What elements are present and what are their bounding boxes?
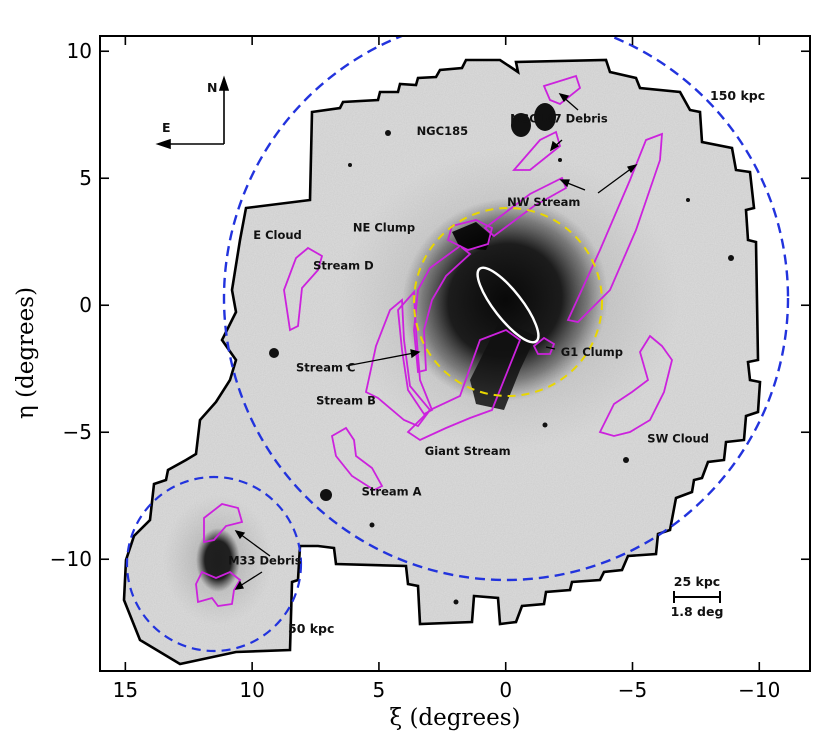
annotation-label: NGC147 Debris xyxy=(510,111,608,125)
contour-nw-stream-long xyxy=(566,132,664,323)
x-tick-label: 10 xyxy=(239,678,264,702)
x-tick-label: 15 xyxy=(113,678,138,702)
annotation-label: NE Clump xyxy=(353,221,415,235)
contour-ngc147-debris xyxy=(542,74,582,106)
annotation-label: Giant Stream xyxy=(425,444,511,458)
x-axis: 15 10 5 0 −5 −10 xyxy=(113,36,780,702)
annotation-label: Stream D xyxy=(313,259,374,273)
point-sources xyxy=(269,103,734,605)
annotation-label: Stream A xyxy=(362,485,422,499)
y-tick-label: 10 xyxy=(67,39,92,63)
annotation-label: Stream B xyxy=(316,393,376,407)
contour-stream-b xyxy=(364,298,432,428)
annotation-label: NGC185 xyxy=(417,124,469,138)
x-tick-label: 5 xyxy=(373,678,386,702)
contour-giant-stream xyxy=(406,328,522,442)
m31-disk-ellipse xyxy=(476,266,540,344)
annotation-label: Stream C xyxy=(296,360,355,374)
compass xyxy=(155,75,230,150)
contour-nw-stream xyxy=(483,176,568,238)
contour-stream-a xyxy=(330,426,384,492)
annotation-label: M33 Debris xyxy=(228,553,302,567)
contour-m33-south xyxy=(195,570,242,607)
scale-bar xyxy=(673,591,721,603)
circle-yellow xyxy=(413,207,603,397)
y-axis-label: η (degrees) xyxy=(13,287,39,419)
x-tick-label: −5 xyxy=(618,678,647,702)
contour-sw-cloud xyxy=(598,334,673,437)
annotation-arrows xyxy=(234,92,638,590)
feature-annotations: NGC147 Debris NGC185 NW Stream NE Clump E Cl… xyxy=(228,111,709,567)
contour-e-cloud xyxy=(283,246,324,332)
y-tick-label: −10 xyxy=(50,547,92,571)
y-tick-label: −5 xyxy=(63,420,92,444)
compass-north: N xyxy=(207,80,217,95)
scale-bar-bottom-label: 1.8 deg xyxy=(671,604,724,619)
circle-50kpc xyxy=(125,475,303,653)
y-axis: 10 5 0 −5 −10 xyxy=(50,39,810,571)
circle-150kpc xyxy=(222,36,790,582)
compass-east: E xyxy=(162,120,171,135)
m31-halo xyxy=(401,198,609,402)
contour-stream-d xyxy=(413,244,472,374)
ne-clump-dark xyxy=(452,222,492,250)
contour-ngc147-tail xyxy=(512,130,562,171)
x-tick-label: −10 xyxy=(738,678,780,702)
x-axis-label: ξ (degrees) xyxy=(389,705,520,731)
annotation-label: G1 Clump xyxy=(561,345,623,359)
contour-m33-north xyxy=(203,503,244,544)
y-tick-label: 0 xyxy=(79,293,92,317)
x-tick-label: 0 xyxy=(499,678,512,702)
annotation-label: NW Stream xyxy=(507,195,580,209)
annotation-label: E Cloud xyxy=(253,228,302,242)
label-50kpc: 50 kpc xyxy=(288,621,334,636)
scale-bar-top-label: 25 kpc xyxy=(674,574,720,589)
contour-g1-clump xyxy=(532,336,556,355)
m33-halo xyxy=(163,495,273,625)
axes-frame xyxy=(99,35,811,672)
y-tick-label: 5 xyxy=(79,166,92,190)
label-150kpc: 150 kpc xyxy=(710,88,765,103)
annotation-label: SW Cloud xyxy=(647,431,709,445)
